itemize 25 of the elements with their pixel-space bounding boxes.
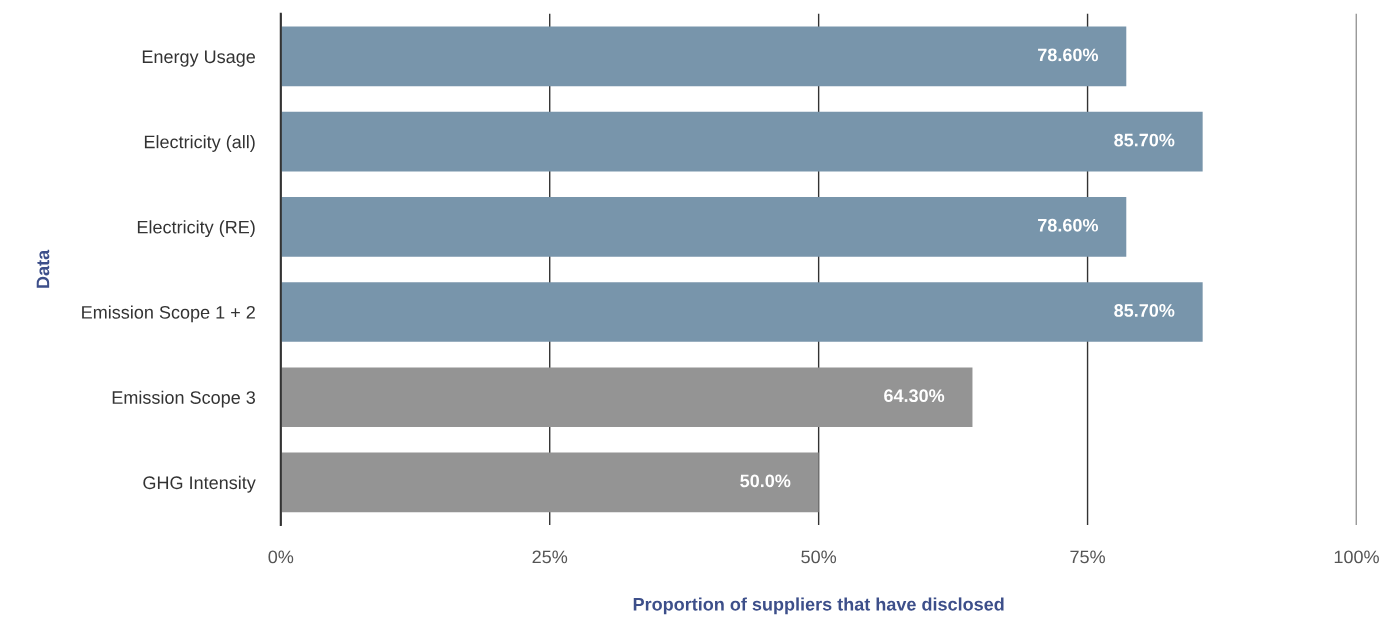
x-axis-title: Proportion of suppliers that have disclosed xyxy=(633,597,1004,615)
y-tick-label: Emission Scope 3 xyxy=(112,390,256,408)
data-label: 78.60% xyxy=(1038,218,1099,232)
data-label: 78.60% xyxy=(1038,48,1099,62)
bar xyxy=(280,26,1127,87)
x-tick-label: 50% xyxy=(801,550,837,564)
data-label: 85.70% xyxy=(1114,304,1175,317)
bar xyxy=(280,282,1203,342)
bar xyxy=(280,111,1203,172)
x-tick-label: 75% xyxy=(1070,550,1105,564)
y-tick-label: Energy Usage xyxy=(142,50,255,67)
bar xyxy=(280,452,819,513)
x-tick-label: 100% xyxy=(1334,550,1379,564)
bar xyxy=(280,196,1127,257)
data-label: 85.70% xyxy=(1114,133,1175,147)
data-label: 50.0% xyxy=(740,474,791,488)
y-tick-label: GHG Intensity xyxy=(143,475,256,493)
data-label: 64.30% xyxy=(884,389,945,403)
y-axis-title: Data xyxy=(36,249,50,288)
y-tick-label: Electricity (all) xyxy=(144,135,255,152)
x-tick-label: 25% xyxy=(532,550,568,564)
x-tick-label: 0% xyxy=(268,550,294,564)
y-tick-label: Emission Scope 1 + 2 xyxy=(82,305,255,323)
bar xyxy=(280,367,973,428)
y-tick-label: Electricity (RE) xyxy=(137,220,255,238)
